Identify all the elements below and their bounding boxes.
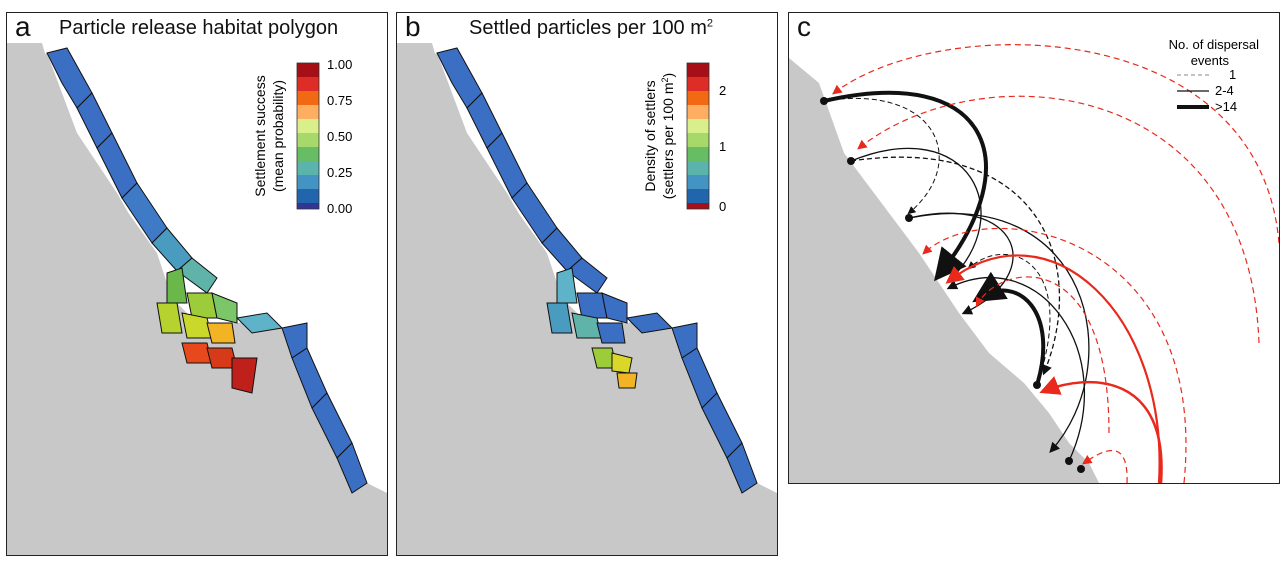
panel-b-title: Settled particles per 100 m2 — [469, 17, 713, 40]
colorbar-title-line2-text: (settlers per 100 m — [660, 82, 676, 199]
black-dispersal-arrows — [823, 90, 1090, 462]
red-dispersal-arrows — [832, 44, 1279, 483]
land-mass — [789, 58, 1099, 483]
colorbar-title-line2: (settlers per 100 m2) — [660, 73, 676, 199]
land-mass-north — [397, 43, 557, 283]
colorbar-title-end: ) — [660, 73, 676, 78]
colorbar-title-line2: (mean probability) — [270, 80, 286, 192]
colorbar-title-line1: Settlement success — [252, 75, 268, 196]
legend-title-line2: events — [1191, 53, 1230, 68]
panel-a-map: a Particle release habitat polygon — [6, 12, 388, 556]
colorbar-tick: 0.50 — [327, 129, 352, 144]
panel-a-map-svg: Settlement success (mean probability) 1.… — [7, 43, 387, 555]
colorbar-tick: 1.00 — [327, 57, 352, 72]
colorbar-tick: 2 — [719, 83, 726, 98]
panel-b-map-svg: Density of settlers (settlers per 100 m2… — [397, 43, 777, 555]
panel-c-map-svg: No. of dispersal events 1 2-4 >14 — [789, 37, 1279, 483]
panel-b-letter: b — [405, 12, 421, 42]
legend-item: 1 — [1229, 67, 1236, 82]
panel-c-letter: c — [797, 12, 811, 42]
colorbar-title-line1: Density of settlers — [642, 80, 658, 191]
panel-a-title: Particle release habitat polygon — [59, 17, 339, 39]
colorbar-title-sup: 2 — [660, 77, 670, 82]
colorbar-tick: 0.25 — [327, 165, 352, 180]
legend-item: >14 — [1215, 99, 1237, 114]
source-point — [1077, 465, 1085, 473]
panel-a-letter: a — [15, 12, 31, 42]
colorbar-tick: 0.00 — [327, 201, 352, 216]
panel-b-map: b Settled particles per 100 m2 — [396, 12, 778, 556]
panel-b-colorbar — [686, 62, 710, 210]
habitat-polygons — [436, 47, 758, 494]
land-mass-north — [7, 43, 167, 283]
colorbar-tick: 0.75 — [327, 93, 352, 108]
legend-title-line1: No. of dispersal — [1169, 37, 1259, 52]
panel-b-title-text: Settled particles per 100 m — [469, 17, 707, 39]
colorbar-tick: 0 — [719, 199, 726, 214]
colorbar-tick: 1 — [719, 139, 726, 154]
dispersal-legend: No. of dispersal events 1 2-4 >14 — [1169, 37, 1259, 114]
panel-a-colorbar — [296, 62, 320, 210]
panel-c-map: c — [788, 12, 1280, 484]
panel-b-title-sup: 2 — [706, 17, 714, 30]
legend-item: 2-4 — [1215, 83, 1234, 98]
habitat-polygons — [46, 47, 368, 494]
